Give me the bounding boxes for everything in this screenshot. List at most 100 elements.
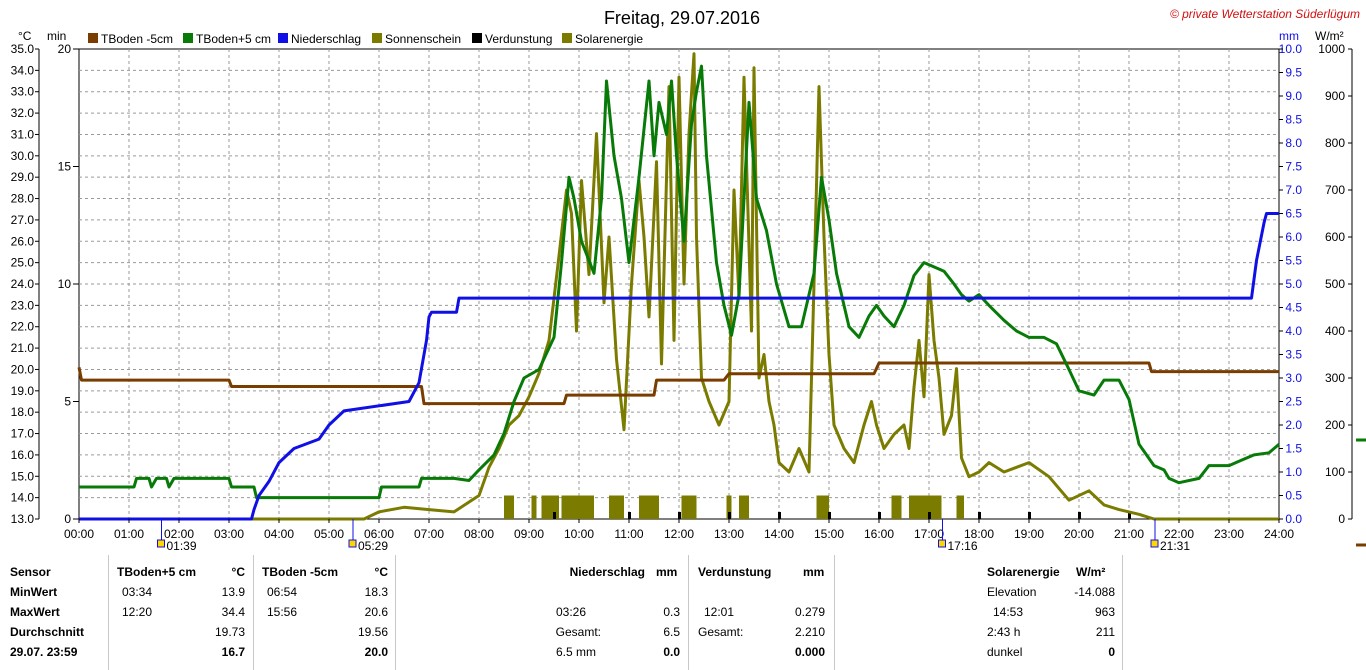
- sunshine-bar: [816, 495, 829, 519]
- series-lines: [77, 52, 1280, 521]
- nied-unit: mm: [656, 565, 678, 579]
- row-label-min: MinWert: [10, 585, 58, 599]
- sunshine-bar: [726, 495, 732, 519]
- temp-tick-label: 14.0: [11, 491, 35, 505]
- mm-tick-label: 10.0: [1279, 42, 1303, 56]
- nied-last-label: 6.5 mm: [555, 645, 596, 659]
- sunshine-bar: [639, 495, 659, 519]
- tbm5-head: TBoden -5cm: [262, 565, 339, 579]
- sun-marker-label: 21:31: [1160, 539, 1190, 553]
- series-line-tboden-5-cm: [79, 64, 1280, 500]
- evaporation-tick: [1028, 512, 1031, 519]
- mm-tick-label: 3.5: [1285, 348, 1302, 362]
- time-tick-label: 00:00: [64, 527, 94, 541]
- sun-marker-label: 17:16: [948, 539, 978, 553]
- temp-tick-label: 13.0: [11, 512, 35, 526]
- sun-markers: 01:39 05:29 17:16 21:31: [157, 519, 1190, 553]
- solar-unit: W/m²: [1076, 565, 1106, 579]
- tbm5-min: 18.3: [364, 585, 388, 599]
- mm-tick-label: 5.5: [1285, 254, 1302, 268]
- wm2-tick-label: 400: [1325, 324, 1345, 338]
- evaporation-tick: [728, 512, 731, 519]
- temp-tick-label: 26.0: [11, 234, 35, 248]
- wm2-tick-label: 500: [1325, 277, 1345, 291]
- verd-last: 0.000: [794, 645, 825, 659]
- nied-sum-label: Gesamt:: [555, 625, 601, 639]
- wm2-tick-label: 200: [1325, 418, 1345, 432]
- min-tick-label: 0: [64, 512, 71, 526]
- temp-tick-label: 34.0: [11, 63, 35, 77]
- time-tick-label: 11:00: [614, 527, 643, 541]
- temp-tick-label: 16.0: [11, 448, 35, 462]
- sunshine-bar: [956, 495, 964, 519]
- copyright-label: © private Wetterstation Süderlügum: [1170, 7, 1360, 21]
- mm-tick-label: 0.5: [1285, 489, 1302, 503]
- mm-axis: 0.0 0.5 1.0 1.5 2.0 2.5 3.0 3.5 4.0 4.5 5.0 5.5 6.0 6…: [1279, 42, 1303, 526]
- time-tick-label: 07:00: [414, 527, 444, 541]
- min-tick-label: 20: [58, 42, 72, 56]
- temp-tick-label: 24.0: [11, 277, 35, 291]
- time-tick-label: 08:00: [464, 527, 494, 541]
- legend-label: TBoden -5cm: [101, 32, 173, 46]
- legend-label: Verdunstung: [485, 32, 552, 46]
- temp-tick-label: 30.0: [11, 149, 35, 163]
- sun-marker-icon: [157, 539, 165, 548]
- verd-unit: mm: [803, 565, 825, 579]
- solar-elev-label: Elevation: [987, 585, 1037, 599]
- minutes-axis: 0 5 10 15 20: [58, 42, 79, 526]
- row-label-last: 29.07. 23:59: [10, 645, 78, 659]
- wm2-tick-label: 900: [1325, 89, 1345, 103]
- sunshine-bar: [504, 495, 514, 519]
- time-tick-label: 04:00: [264, 527, 294, 541]
- legend-swatch: [472, 33, 482, 43]
- time-tick-label: 22:00: [1164, 527, 1194, 541]
- series-line-niederschlag: [79, 212, 1279, 521]
- mm-unit-label: mm: [1279, 29, 1299, 43]
- chart-title: Freitag, 29.07.2016: [604, 8, 760, 28]
- time-axis: 00:00 01:00 02:00 03:00 04:00 05:00 06:00 07:00…: [64, 519, 1294, 541]
- mm-tick-label: 2.5: [1285, 395, 1302, 409]
- tb5-min: 13.9: [221, 585, 245, 599]
- wm2-unit-label: W/m²: [1315, 29, 1344, 43]
- evaporation-tick: [828, 512, 831, 519]
- temp-tick-label: 18.0: [11, 405, 35, 419]
- time-tick-label: 03:00: [214, 527, 244, 541]
- legend-swatch: [372, 33, 382, 43]
- evaporation-tick: [1128, 512, 1131, 519]
- wm2-axis: 0 100 200 300 400 500 600 700 800 900 1000: [1318, 42, 1353, 526]
- time-tick-label: 01:00: [114, 527, 144, 541]
- time-tick-label: 12:00: [664, 527, 694, 541]
- sun-marker-icon: [348, 539, 357, 548]
- sunshine-bar: [681, 495, 697, 519]
- tb5-max-time: 12:20: [122, 605, 153, 619]
- tb5-max: 34.4: [221, 605, 245, 619]
- time-tick-label: 20:00: [1064, 527, 1094, 541]
- time-tick-label: 16:00: [864, 527, 894, 541]
- temp-tick-label: 32.0: [11, 106, 35, 120]
- solar-max-time: 14:53: [993, 605, 1024, 619]
- temp-tick-label: 28.0: [11, 192, 35, 206]
- evaporation-tick: [678, 512, 681, 519]
- time-tick-label: 05:00: [314, 527, 344, 541]
- stats-table: Sensor MinWert MaxWert Durchschnitt 29.0…: [0, 555, 1366, 670]
- legend-label: TBoden+5 cm: [196, 32, 271, 46]
- row-label-max: MaxWert: [10, 605, 60, 619]
- sun-marker-label: 05:29: [358, 539, 388, 553]
- time-tick-label: 06:00: [364, 527, 394, 541]
- mm-tick-label: 1.5: [1285, 442, 1302, 456]
- legend: TBoden -5cm TBoden+5 cm Niederschlag Sonnen…: [88, 32, 643, 46]
- series-line-tboden-5cm: [77, 361, 1279, 406]
- temp-tick-label: 25.0: [11, 256, 35, 270]
- nied-sum: 6.5: [663, 625, 680, 639]
- wm2-tick-label: 100: [1325, 465, 1345, 479]
- sunshine-bar: [891, 495, 902, 519]
- mm-tick-label: 8.5: [1285, 113, 1302, 127]
- mm-tick-label: 1.0: [1285, 465, 1302, 479]
- temp-tick-label: 23.0: [11, 298, 35, 312]
- legend-label: Solarenergie: [575, 32, 643, 46]
- sunshine-bar: [609, 495, 624, 519]
- sunshine-bar: [909, 495, 942, 519]
- time-tick-label: 09:00: [514, 527, 544, 541]
- temp-tick-label: 20.0: [11, 362, 35, 376]
- solar-head: Solarenergie: [987, 565, 1060, 579]
